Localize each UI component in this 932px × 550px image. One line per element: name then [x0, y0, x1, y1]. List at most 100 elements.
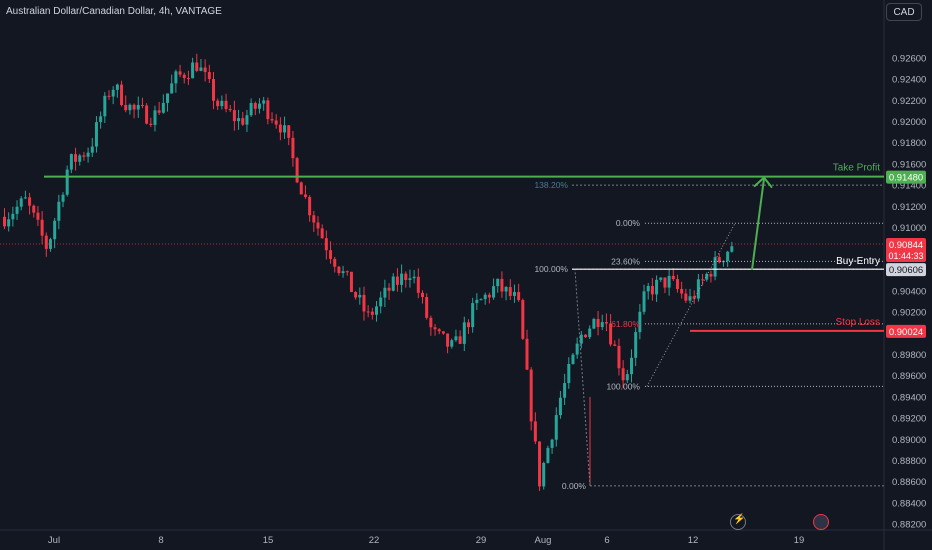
x-tick-label: 29 [476, 535, 487, 546]
candle [487, 294, 491, 298]
candle [295, 158, 299, 183]
candle [571, 354, 575, 364]
candle [312, 215, 316, 223]
candle [283, 125, 287, 133]
fib-level-label: 138.20% [534, 180, 568, 190]
candle [82, 155, 86, 157]
stop-loss-price: 0.90024 [889, 327, 923, 338]
candle [588, 328, 592, 338]
y-tick-label: 0.88600 [892, 477, 926, 488]
candle [671, 275, 675, 280]
candle [600, 322, 604, 328]
x-tick-label: Jul [48, 535, 60, 546]
candle [408, 278, 412, 281]
candle [145, 105, 149, 124]
event-flag-icon[interactable] [813, 514, 829, 530]
y-tick-label: 0.90200 [892, 308, 926, 319]
target-arrow-head [753, 176, 773, 189]
candle [111, 89, 115, 97]
candle [161, 102, 165, 113]
y-tick-label: 0.92400 [892, 75, 926, 86]
candle [178, 71, 182, 75]
candle [496, 278, 500, 287]
take-profit-price-tag [886, 170, 926, 184]
candle [28, 197, 32, 206]
candle [107, 95, 111, 97]
candle [542, 462, 546, 487]
candle [320, 228, 324, 239]
candle [32, 205, 36, 213]
currency-button[interactable]: CAD [886, 3, 922, 21]
candle [329, 250, 333, 259]
y-tick-label: 0.92200 [892, 96, 926, 107]
candle [349, 271, 353, 293]
candle [525, 338, 529, 370]
candle [713, 257, 717, 277]
y-tick-label: 0.89400 [892, 392, 926, 403]
candle [245, 115, 249, 125]
candle [646, 285, 650, 292]
current-price-tag [886, 237, 926, 262]
candle [383, 287, 387, 298]
candle [291, 137, 295, 159]
candle [11, 213, 15, 220]
candle [44, 235, 48, 249]
candle [379, 297, 383, 307]
candle [512, 292, 516, 296]
take-profit-label: Take Profit [833, 163, 880, 174]
candle [667, 275, 671, 288]
candle [726, 251, 730, 261]
candle [232, 110, 236, 122]
candle [621, 368, 625, 381]
candle [253, 102, 257, 109]
candle [521, 300, 525, 339]
x-tick-label: 8 [158, 535, 163, 546]
x-tick-label: 12 [688, 535, 699, 546]
candle [425, 297, 429, 318]
candle [642, 291, 646, 312]
lightning-icon[interactable] [730, 514, 746, 530]
candle [149, 123, 153, 125]
candle [262, 100, 266, 104]
stop-loss-price-tag [886, 324, 926, 338]
candle [575, 343, 579, 355]
y-tick-label: 0.92000 [892, 117, 926, 128]
x-tick-label: 22 [369, 535, 380, 546]
buy-entry-price-tag [886, 263, 926, 277]
candle [446, 333, 450, 347]
y-tick-label: 0.91800 [892, 138, 926, 149]
candle [86, 152, 90, 157]
y-tick-label: 0.89600 [892, 371, 926, 382]
candle [120, 84, 124, 106]
candle [203, 67, 207, 73]
candle [212, 78, 215, 101]
candle [237, 118, 241, 122]
candle [638, 311, 642, 333]
candle [437, 329, 441, 332]
candle [115, 84, 119, 90]
chart-title: Australian Dollar/Canadian Dollar, 4h, V… [6, 6, 222, 17]
candle [701, 279, 705, 281]
candle [696, 279, 700, 299]
candle [717, 257, 721, 263]
candle [538, 441, 542, 487]
candle [299, 182, 303, 195]
candle [7, 219, 11, 227]
candle [479, 299, 483, 301]
y-tick-label: 0.91600 [892, 159, 926, 170]
fib-level-label: 23.60% [611, 256, 640, 266]
candle [730, 246, 734, 252]
candle [688, 296, 692, 301]
candle [404, 273, 408, 281]
candle [546, 447, 550, 463]
candle [492, 286, 496, 298]
fib-diagonal [646, 223, 736, 387]
candle [358, 294, 362, 298]
y-tick-label: 0.89200 [892, 414, 926, 425]
y-tick-label: 0.92600 [892, 54, 926, 65]
candle [475, 299, 479, 304]
candle [182, 74, 186, 79]
y-tick-label: 0.89800 [892, 350, 926, 361]
candle [303, 194, 307, 197]
